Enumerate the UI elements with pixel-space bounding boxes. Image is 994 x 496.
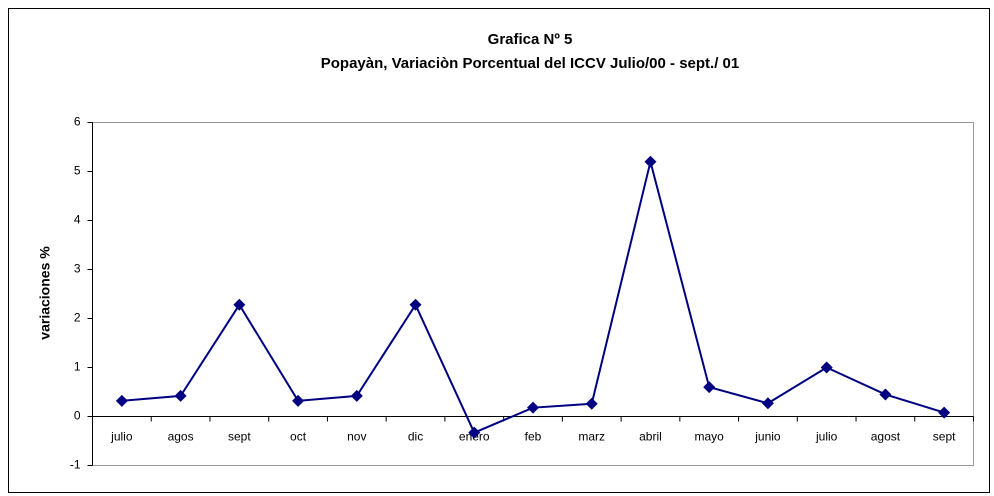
marker <box>938 406 951 419</box>
y-axis-label: variaciones % <box>37 246 53 340</box>
y-tick-label: -1 <box>70 458 81 472</box>
y-tick-label: 2 <box>74 311 81 325</box>
marker <box>468 426 481 439</box>
y-tick-label: 3 <box>74 262 81 276</box>
x-tick-label: junio <box>754 430 781 444</box>
marker <box>703 381 716 394</box>
y-tick-label: 1 <box>74 360 81 374</box>
marker <box>292 394 305 407</box>
x-tick-label: dic <box>408 430 423 444</box>
x-tick-label: nov <box>347 430 366 444</box>
x-tick-label: abril <box>639 430 662 444</box>
marker <box>644 155 657 168</box>
x-tick-label: julio <box>815 430 838 444</box>
x-tick-label: mayo <box>695 430 725 444</box>
y-tick-label: 4 <box>74 213 81 227</box>
plot-area <box>92 122 974 466</box>
marker <box>115 394 128 407</box>
y-tick-label: 0 <box>74 409 81 423</box>
x-tick-label: julio <box>110 430 133 444</box>
y-tick-label: 6 <box>74 115 81 129</box>
marker <box>233 298 246 311</box>
marker <box>174 389 187 402</box>
marker <box>527 401 539 414</box>
marker <box>585 397 598 410</box>
marker <box>879 388 892 401</box>
marker <box>409 298 422 311</box>
x-tick-label: sept <box>933 430 956 444</box>
marker <box>350 389 363 402</box>
x-tick-label: marz <box>578 430 605 444</box>
x-tick-label: feb <box>525 430 542 444</box>
chart-title: Grafica Nº 5 <box>488 31 573 48</box>
x-tick-label: agost <box>871 430 901 444</box>
x-tick-label: sept <box>228 430 251 444</box>
y-tick-label: 5 <box>74 164 81 178</box>
x-tick-label: oct <box>290 430 307 444</box>
x-tick-label: agos <box>168 430 194 444</box>
chart-subtitle: Popayàn, Variaciòn Porcentual del ICCV J… <box>321 55 739 72</box>
marker <box>761 397 774 410</box>
marker <box>820 361 833 374</box>
